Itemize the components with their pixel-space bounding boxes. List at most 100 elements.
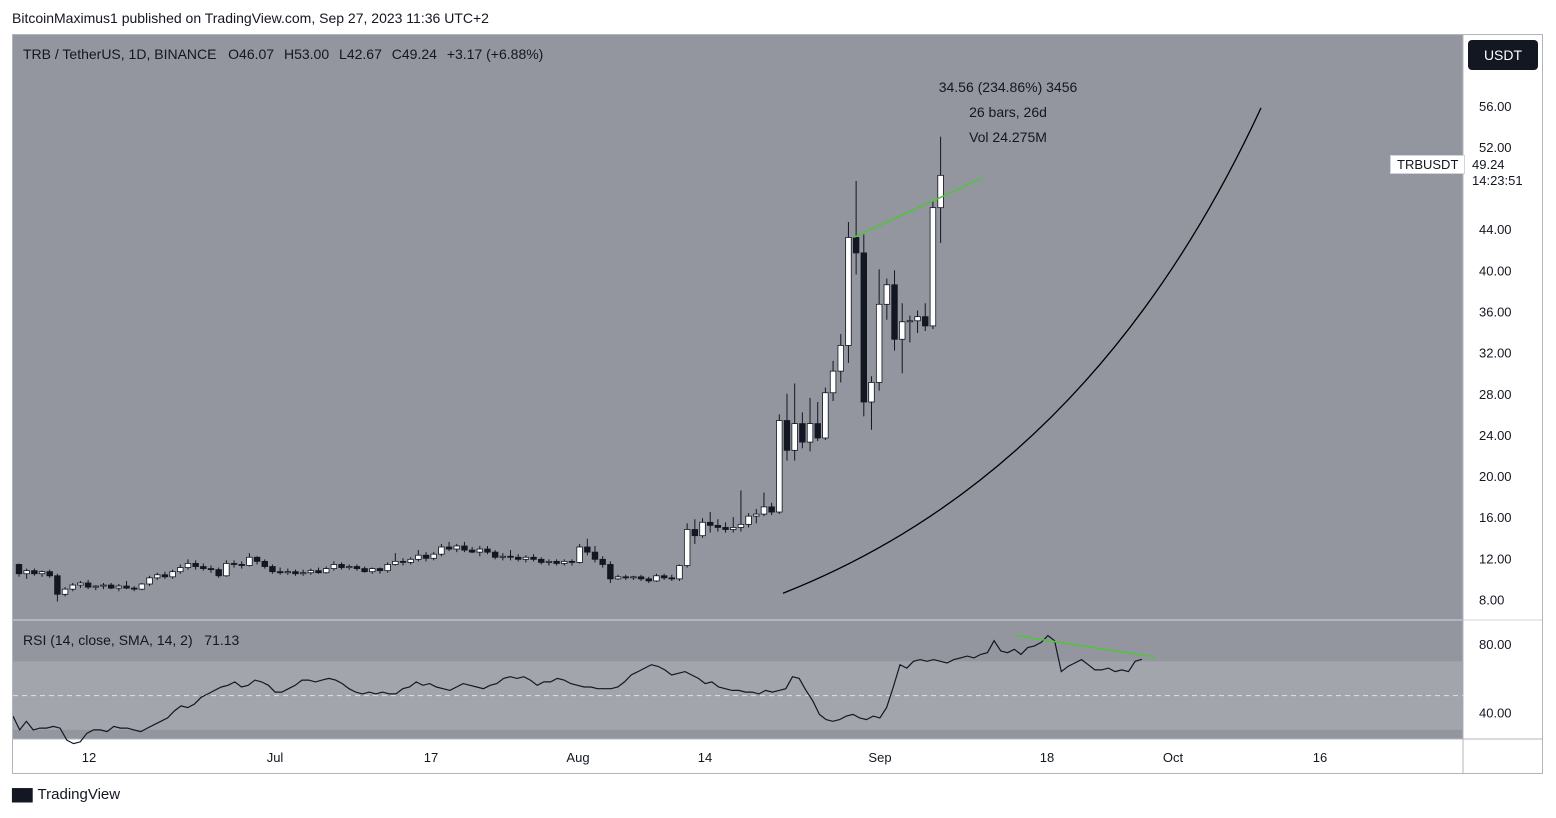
candle-body (399, 560, 407, 563)
candle-body (476, 548, 483, 553)
candle-body (630, 576, 637, 579)
high-value: 53.00 (294, 46, 330, 62)
footer-brand[interactable]: TradingView (37, 786, 121, 803)
candle-body (676, 565, 683, 580)
publisher-line: BitcoinMaximus1 published on TradingView… (12, 10, 489, 26)
tradingview-logo-icon[interactable]: ▇▇ (12, 786, 33, 802)
candle-body (69, 584, 76, 590)
candle-body (760, 506, 768, 515)
symbol-price-tag: TRBUSDT (1390, 155, 1466, 174)
candle-body (200, 566, 207, 569)
candle-body (514, 556, 522, 560)
candle-body (660, 575, 668, 579)
rsi-label[interactable]: RSI (14, close, SMA, 14, 2) (23, 632, 193, 648)
candle-body (776, 420, 783, 513)
last-price-tag: 49.24 14:23:51 (1468, 155, 1540, 191)
candle-body (261, 560, 268, 567)
candle-body (92, 585, 99, 588)
candle-body (31, 570, 38, 575)
high-label: H (283, 46, 295, 62)
close-value: 49.24 (401, 46, 437, 62)
candle-body (269, 566, 276, 573)
candle-body (553, 560, 560, 564)
price-tick-label: 12.00 (1479, 551, 1512, 566)
chart-frame[interactable]: 56.00 52.00 44.00 40.00 36.00 32.00 28.00 24.00… (12, 34, 1543, 774)
time-tick-label: 18 (1040, 750, 1054, 765)
candle-body (730, 527, 737, 530)
candle-body (292, 571, 299, 575)
candle-body (914, 316, 921, 322)
candle-body (415, 554, 422, 560)
candle-body (115, 585, 123, 589)
price-tick-label: 56.00 (1479, 99, 1512, 114)
candle-body (722, 527, 729, 530)
candle-body (837, 345, 844, 372)
candle-body (653, 575, 660, 582)
candle-body (768, 506, 775, 513)
parabolic-support-curve (782, 107, 1262, 594)
price-tick-label: 8.00 (1479, 592, 1504, 607)
candle-body (607, 564, 614, 580)
candle-body (799, 423, 806, 443)
candle-body (599, 558, 606, 565)
candle-body (822, 392, 829, 439)
price-tick-label: 40.00 (1479, 263, 1512, 278)
candle-body (307, 570, 315, 574)
candle-body (522, 556, 530, 560)
candle-body (691, 529, 699, 537)
candle-body (392, 560, 399, 565)
candle-body (376, 568, 384, 572)
candle-body (146, 577, 153, 585)
candle-body (384, 564, 391, 572)
candle-body (84, 582, 92, 588)
candle-body (814, 423, 821, 439)
candle-body (430, 553, 437, 559)
symbol-name[interactable]: TRB / TetherUS, 1D, BINANCE (23, 46, 217, 62)
symbol-header: TRB / TetherUS, 1D, BINANCE O46.07 H53.0… (23, 46, 549, 62)
time-tick-label: 14 (698, 750, 712, 765)
candle-body (353, 566, 361, 569)
candle-body (783, 420, 791, 451)
candle-body (54, 575, 61, 595)
candle-body (338, 564, 345, 568)
candle-body (438, 546, 445, 555)
candle-body (737, 523, 745, 528)
open-label: O (228, 46, 240, 62)
rsi-tick-label: 80.00 (1479, 637, 1512, 652)
candle-body (215, 569, 222, 577)
candle-body (46, 571, 53, 577)
candle-body (422, 554, 430, 559)
open-value: 46.07 (239, 46, 275, 62)
price-tick-label: 32.00 (1479, 346, 1512, 361)
chart-canvas[interactable]: 56.00 52.00 44.00 40.00 36.00 32.00 28.00 24.00… (13, 35, 1542, 773)
price-tick-label: 36.00 (1479, 305, 1512, 320)
candle-body (507, 555, 514, 558)
candle-body (645, 578, 652, 582)
time-tick-label: Oct (1163, 750, 1184, 765)
candle-body (177, 567, 184, 573)
candle-body (576, 546, 583, 563)
currency-button[interactable]: USDT (1468, 40, 1538, 70)
candle-body (315, 570, 322, 574)
candle-body (38, 571, 46, 575)
price-tick-label: 24.00 (1479, 428, 1512, 443)
candle-body (131, 587, 138, 590)
candle-body (899, 321, 906, 340)
close-label: C (391, 46, 402, 62)
candle-body (937, 174, 944, 209)
candle-body (591, 551, 599, 560)
candle-body (468, 549, 476, 553)
candle-body (169, 571, 176, 578)
candle-body (107, 584, 115, 589)
rsi-line (13, 634, 1143, 745)
change-value: +3.17 (+6.88%) (446, 46, 544, 62)
candle-body (369, 568, 376, 573)
rsi-header: RSI (14, close, SMA, 14, 2) 71.13 (23, 632, 239, 648)
candle-body (530, 556, 537, 560)
measure-price-change: 34.56 (234.86%) 3456 (938, 79, 1078, 95)
candle-body (584, 546, 591, 553)
time-tick-label: Jul (267, 750, 284, 765)
candle-body (223, 563, 230, 577)
candle-body (322, 568, 330, 574)
candle-body (860, 252, 867, 403)
